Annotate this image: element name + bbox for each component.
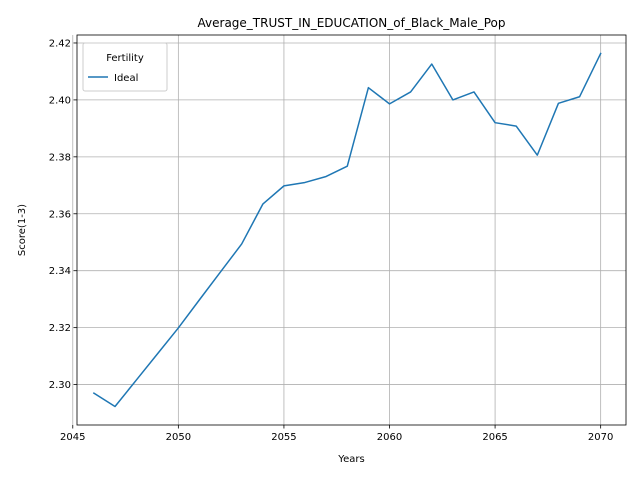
x-tick-label: 2055 [271,432,296,443]
legend: Fertility Ideal [83,43,167,91]
legend-label-ideal: Ideal [114,73,138,84]
legend-title: Fertility [106,53,144,64]
y-axis-title: Score(1-3) [17,204,28,256]
x-tick-label: 2070 [588,432,613,443]
y-tick-label: 2.42 [49,38,71,49]
y-tick-label: 2.36 [49,209,71,220]
x-tick-label: 2065 [482,432,507,443]
y-tick-label: 2.38 [49,152,71,163]
x-tick-label: 2050 [166,432,191,443]
chart-title: Average_TRUST_IN_EDUCATION_of_Black_Male… [198,16,506,30]
y-tick-label: 2.40 [49,95,71,106]
x-tick-label: 2060 [377,432,402,443]
x-tick-label: 2045 [60,432,85,443]
x-axis-title: Years [337,454,364,465]
y-tick-label: 2.32 [49,323,71,334]
y-tick-label: 2.30 [49,380,71,391]
y-tick-label: 2.34 [49,266,71,277]
